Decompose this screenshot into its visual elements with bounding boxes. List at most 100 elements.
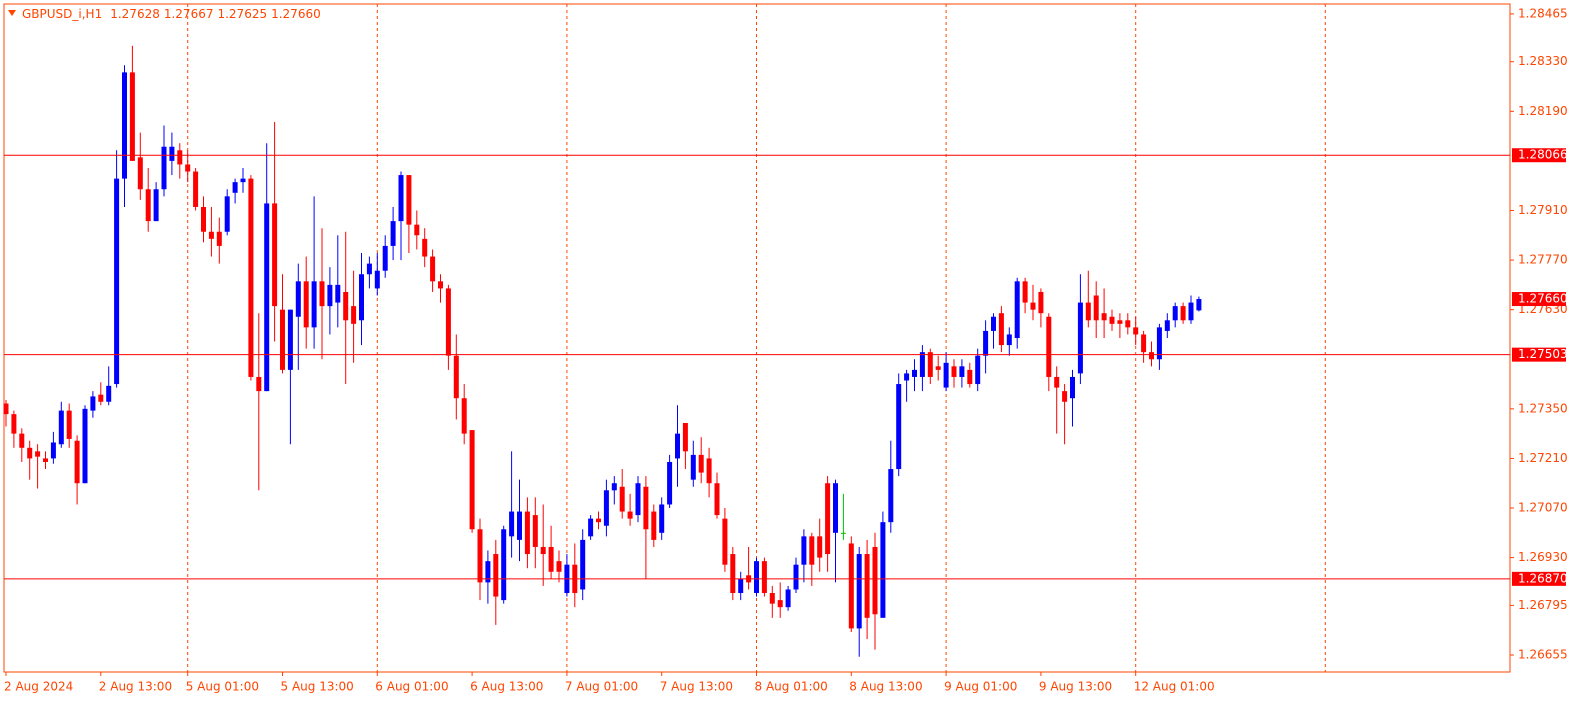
candle-body — [280, 309, 285, 370]
candle-body — [445, 288, 451, 356]
candle-body — [177, 150, 183, 165]
candle-body — [517, 511, 522, 540]
candle-body — [872, 546, 878, 615]
candle-body — [161, 146, 167, 190]
candle-body — [169, 146, 175, 161]
candle-body — [1070, 376, 1075, 399]
candle-body — [1172, 306, 1178, 321]
level-label-box — [1512, 571, 1566, 586]
candle-body — [848, 543, 854, 629]
candle-body — [896, 384, 902, 470]
candle-body — [825, 483, 831, 555]
x-tick-label: 6 Aug 13:00 — [470, 680, 543, 694]
candle-body — [129, 72, 135, 161]
header-low: 1.27625 — [217, 7, 267, 21]
candle-body — [1180, 306, 1186, 321]
candle-body — [651, 511, 657, 540]
candle-body — [82, 408, 88, 484]
y-tick-label: 1.26655 — [1518, 647, 1568, 661]
candle-body — [485, 561, 491, 583]
candle-body — [580, 539, 586, 590]
candle-body — [1141, 334, 1147, 353]
candle-body — [232, 182, 238, 193]
x-tick-label: 2 Aug 2024 — [4, 680, 73, 694]
header-high: 1.27667 — [164, 7, 214, 21]
candle-body — [295, 281, 301, 317]
candle-body — [801, 536, 807, 565]
header-open: 1.27628 — [110, 7, 160, 21]
candle-body — [366, 263, 372, 275]
candle-body — [817, 536, 823, 558]
candle-body — [90, 396, 96, 411]
candle-body — [714, 483, 720, 516]
candle-body — [880, 522, 886, 618]
candle-body — [374, 270, 380, 289]
candle-body — [556, 561, 562, 572]
candle-body — [927, 352, 933, 377]
candle-body — [343, 291, 349, 321]
candle-body — [122, 72, 127, 179]
candle-body — [469, 430, 475, 530]
candle-body — [137, 157, 143, 190]
candle-body — [453, 355, 459, 399]
candle-body — [501, 529, 507, 601]
candle-body — [912, 369, 917, 377]
header: GBPUSD_i,H1 1.27628 1.27667 1.27625 1.27660 — [22, 7, 321, 21]
candle-body — [477, 529, 483, 583]
candle-body — [793, 564, 799, 590]
candle-body — [351, 306, 357, 324]
candle-body — [216, 231, 222, 246]
candle-body — [833, 483, 838, 533]
candle-body — [335, 284, 341, 303]
candle-body — [1038, 291, 1044, 314]
candle-body — [864, 554, 870, 618]
level-label-box — [1512, 148, 1566, 163]
candle-body — [398, 175, 404, 222]
candle-body — [1188, 302, 1194, 321]
candle-body — [185, 164, 191, 172]
candle-body — [596, 518, 601, 523]
candle-body — [1117, 320, 1123, 324]
candle-body — [390, 221, 396, 246]
candle-body — [1093, 295, 1099, 321]
level-label: 1.27503 — [1518, 347, 1568, 361]
candle-body — [951, 366, 957, 377]
candle-body — [619, 486, 625, 512]
candle-body — [588, 518, 594, 537]
price-label: 1.27660 — [1518, 292, 1568, 306]
candle-body — [548, 546, 554, 572]
candle-body — [319, 281, 325, 307]
candle-body — [153, 189, 159, 222]
candle-body — [904, 373, 910, 381]
candle-body — [777, 600, 783, 608]
level-label: 1.26870 — [1518, 571, 1568, 585]
candle-body — [193, 171, 199, 207]
candle-body — [264, 203, 270, 392]
candle-body — [959, 366, 965, 377]
header-close: 1.27660 — [271, 7, 321, 21]
candle-body — [414, 224, 420, 236]
y-tick-label: 1.27770 — [1518, 253, 1568, 267]
candle-body — [698, 454, 704, 473]
candle-body — [603, 490, 609, 526]
candle-body — [1014, 281, 1020, 338]
level-label: 1.28066 — [1518, 148, 1568, 162]
header-arrow[interactable] — [8, 10, 16, 16]
candle-body — [327, 284, 333, 307]
x-tick-label: 7 Aug 13:00 — [660, 680, 733, 694]
candle-body — [1062, 391, 1068, 402]
candle-body — [382, 245, 388, 271]
candle-body — [730, 554, 736, 594]
candle-body — [1149, 352, 1154, 360]
candle-body — [998, 313, 1004, 346]
candle-body — [856, 554, 862, 629]
candle-body — [983, 330, 989, 356]
candle-body — [943, 362, 949, 388]
candle-body — [1125, 320, 1131, 328]
candle-body — [43, 458, 48, 462]
candle-body — [682, 423, 688, 452]
x-tick-label: 5 Aug 01:00 — [186, 680, 259, 694]
candle-body — [809, 536, 815, 565]
candle-body — [1196, 299, 1202, 311]
